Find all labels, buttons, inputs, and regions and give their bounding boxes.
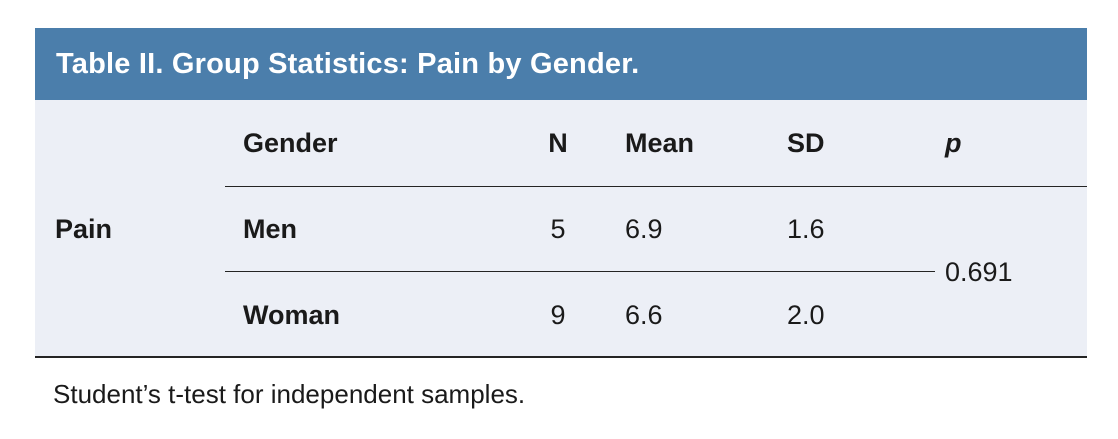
- woman-n-cell: 9: [550, 299, 566, 330]
- statistics-table: Gender N Mean SD p Pain Men 5 6.9 1.6 Wo…: [35, 100, 1087, 358]
- table-title: Table II. Group Statistics: Pain by Gend…: [56, 47, 640, 80]
- column-header-p: p: [945, 128, 962, 158]
- men-n-cell: 5: [550, 214, 566, 244]
- column-header-gender: Gender: [243, 128, 338, 158]
- men-sd-cell: 1.6: [787, 214, 825, 244]
- header-rule: [225, 186, 1087, 187]
- men-gender-cell: Men: [243, 214, 297, 244]
- row-separator-rule: [225, 271, 935, 272]
- column-header-sd: SD: [787, 128, 825, 158]
- column-header-n: N: [548, 128, 568, 158]
- p-value-cell: 0.691: [945, 256, 1013, 287]
- table-footnote: Student’s t-test for independent samples…: [53, 378, 526, 409]
- woman-mean-cell: 6.6: [625, 299, 663, 330]
- woman-gender-cell: Woman: [243, 299, 341, 330]
- column-header-mean: Mean: [625, 128, 695, 158]
- row-label-pain: Pain: [55, 213, 113, 244]
- woman-sd-cell: 2.0: [787, 299, 825, 330]
- table-title-bar: Table II. Group Statistics: Pain by Gend…: [35, 28, 1087, 100]
- men-mean-cell: 6.9: [625, 214, 663, 244]
